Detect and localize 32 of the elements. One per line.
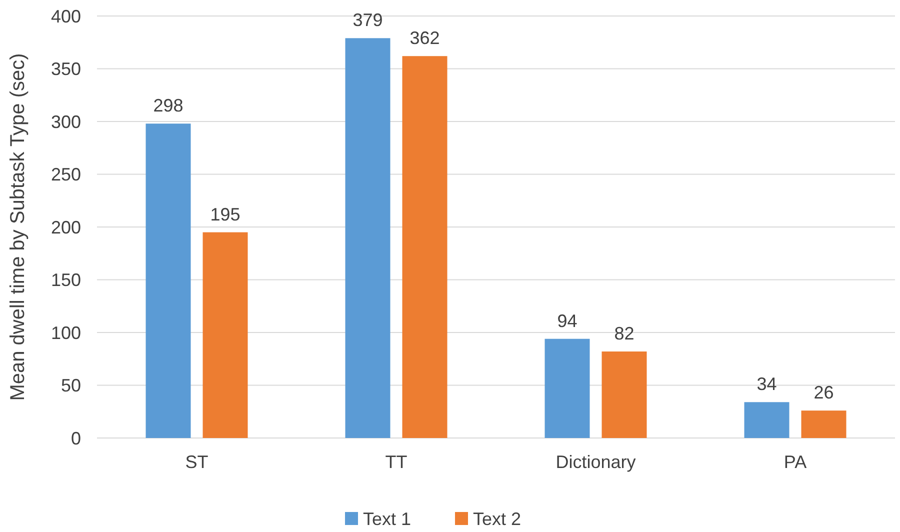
data-label: 94 xyxy=(557,310,578,331)
data-label: 379 xyxy=(352,10,383,30)
bar xyxy=(146,124,191,438)
bar xyxy=(602,351,647,438)
legend-label: Text 2 xyxy=(473,509,522,529)
y-tick-label: 0 xyxy=(70,428,81,448)
y-tick-label: 300 xyxy=(50,112,81,132)
x-tick-label: ST xyxy=(185,452,208,472)
bar xyxy=(402,56,448,438)
legend-label: Text 1 xyxy=(363,509,412,529)
y-tick-label: 50 xyxy=(60,376,81,396)
y-tick-label: 250 xyxy=(50,164,81,185)
y-tick-label: 150 xyxy=(50,270,81,290)
y-tick-label: 400 xyxy=(50,6,81,26)
x-tick-label: Dictionary xyxy=(556,452,636,472)
y-tick-label: 200 xyxy=(50,217,81,238)
x-tick-label: TT xyxy=(385,452,408,472)
x-tick-label: PA xyxy=(784,452,807,472)
y-tick-label: 100 xyxy=(50,322,81,343)
data-label: 26 xyxy=(814,382,834,403)
data-label: 34 xyxy=(756,374,777,394)
data-label: 195 xyxy=(210,204,240,224)
bar xyxy=(544,338,590,438)
y-tick-label: 350 xyxy=(50,59,81,80)
data-label: 362 xyxy=(410,28,440,48)
data-label: 82 xyxy=(614,323,634,344)
bar xyxy=(744,402,790,438)
bar xyxy=(345,38,390,438)
bar xyxy=(801,410,846,438)
y-axis-title: Mean dwell time by Subtask Type (sec) xyxy=(7,53,29,401)
data-label: 298 xyxy=(153,96,184,116)
bar xyxy=(202,232,248,438)
